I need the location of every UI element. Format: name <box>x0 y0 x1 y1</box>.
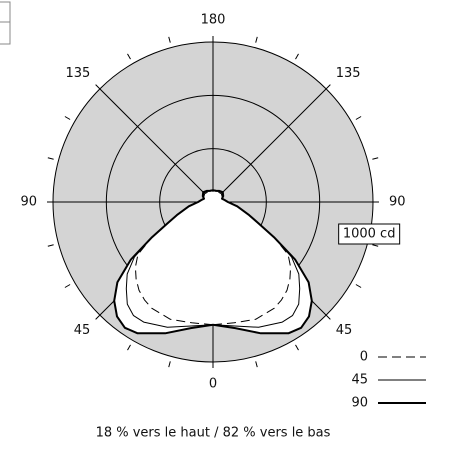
intensity-curve <box>212 190 301 328</box>
angle-tick <box>127 344 131 351</box>
angle-tick <box>355 284 362 288</box>
radial-label: 1000 cd <box>343 227 396 242</box>
angle-label: 90 <box>20 195 37 210</box>
angle-tick <box>255 36 258 43</box>
angle-tick <box>47 157 54 160</box>
angle-tick <box>64 116 71 120</box>
legend-label: 0 <box>360 350 368 365</box>
angle-label: 90 <box>389 195 406 210</box>
angle-tick <box>372 244 379 247</box>
radial-label-box <box>338 223 401 245</box>
angle-tick <box>372 157 379 160</box>
angle-tick <box>47 244 54 247</box>
angle-tick <box>295 53 299 60</box>
angle-label: 135 <box>336 66 361 81</box>
cropped-cell <box>0 21 11 45</box>
angle-label: 45 <box>74 323 91 338</box>
cropped-cell <box>0 1 11 23</box>
angle-tick <box>64 284 71 288</box>
angle-label: 180 <box>201 13 226 28</box>
intensity-curve <box>212 190 292 326</box>
intensity-curve <box>125 190 214 328</box>
angle-label: 45 <box>336 323 353 338</box>
legend-label: 45 <box>351 373 368 388</box>
angle-label: 135 <box>65 66 90 81</box>
angle-tick <box>255 361 258 368</box>
angle-tick <box>168 361 171 368</box>
caption: 18 % vers le haut / 82 % vers le bas <box>96 426 331 441</box>
angle-label: 0 <box>209 377 217 392</box>
legend-label: 90 <box>351 396 368 411</box>
angle-tick <box>168 36 171 43</box>
intensity-curve <box>134 190 214 326</box>
angle-tick <box>127 53 131 60</box>
angle-tick <box>355 116 362 120</box>
spoke <box>212 84 331 203</box>
angle-tick <box>295 344 299 351</box>
spoke <box>95 84 214 203</box>
